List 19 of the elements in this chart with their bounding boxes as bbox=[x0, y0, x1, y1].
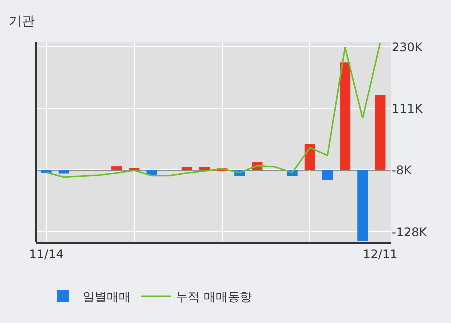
x-tick-label: 11/14 bbox=[29, 247, 64, 262]
line-series bbox=[46, 42, 382, 178]
y-tick-label: 111K bbox=[392, 102, 424, 116]
x-tick-label: 12/11 bbox=[363, 247, 398, 262]
bar bbox=[182, 167, 192, 170]
bar bbox=[112, 166, 122, 170]
bar bbox=[340, 62, 351, 170]
legend-label: 누적 매매동향 bbox=[176, 290, 252, 304]
legend-label: 일별매매 bbox=[83, 290, 132, 304]
y-tick-label: -8K bbox=[392, 163, 413, 178]
chart-title: 기관 bbox=[9, 14, 36, 30]
bar bbox=[199, 167, 210, 170]
y-tick-label: -128K bbox=[392, 225, 428, 240]
bar bbox=[322, 170, 333, 180]
bar bbox=[375, 95, 386, 170]
bar bbox=[58, 170, 70, 174]
y-tick-label: 230K bbox=[392, 40, 424, 54]
bar bbox=[358, 170, 368, 241]
bar bbox=[304, 144, 316, 170]
